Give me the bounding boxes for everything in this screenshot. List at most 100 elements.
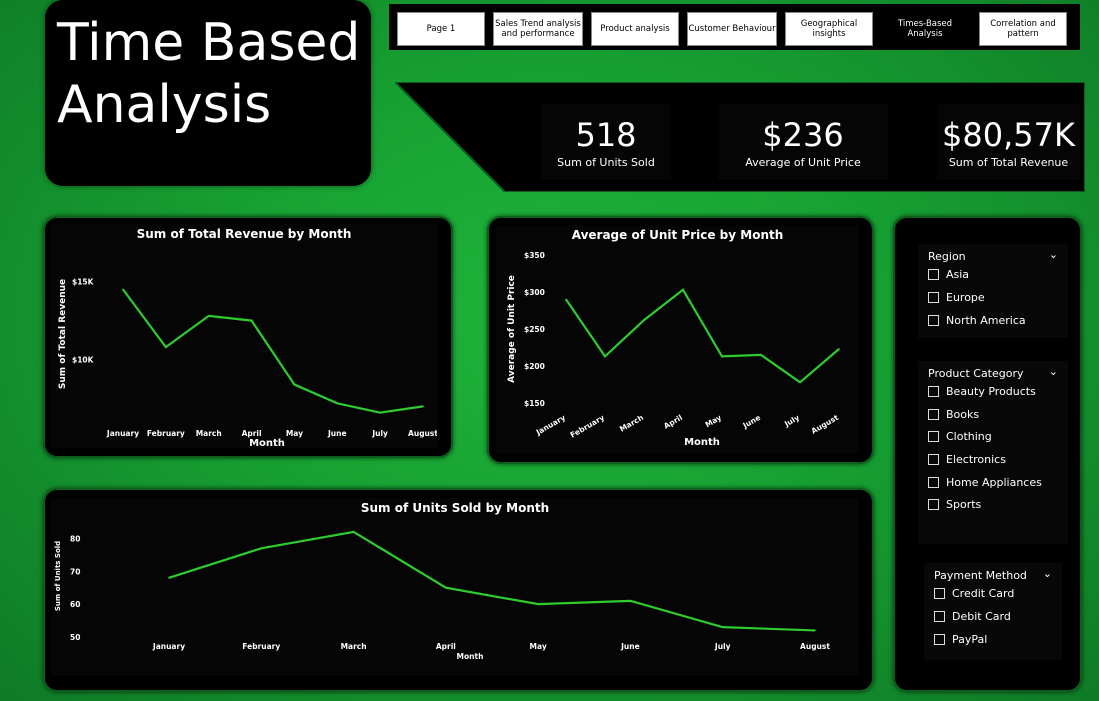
x-tick-label: July [714, 642, 731, 651]
data-point [682, 288, 684, 291]
x-tick-label: August [800, 642, 830, 651]
x-tick-label: July [782, 413, 801, 429]
series-line [168, 530, 816, 632]
data-point [207, 315, 210, 317]
kpi-label: Average of Unit Price [745, 155, 861, 169]
x-axis-title: Month [684, 437, 720, 448]
kpi-total-revenue: $80,57K Sum of Total Revenue [937, 104, 1080, 180]
data-point [165, 346, 167, 348]
data-point [336, 402, 339, 405]
data-point [721, 355, 723, 358]
tab-sales-trend[interactable]: Sales Trend analysis and performance [493, 12, 583, 46]
data-point [122, 288, 124, 291]
slicer-title: Region [928, 250, 966, 263]
x-tick-label: July [371, 429, 388, 438]
checkbox[interactable] [934, 634, 945, 645]
y-tick-label: $150 [524, 399, 545, 408]
kpi-value: 518 [575, 115, 637, 154]
slicer-option-north-america[interactable]: North America [928, 314, 1026, 327]
x-tick-label: April [662, 413, 684, 431]
data-point [799, 381, 801, 384]
tab-geographical-insights[interactable]: Geographical insights [785, 12, 873, 46]
tab-customer-behaviour[interactable]: Customer Behaviour [687, 12, 777, 46]
y-axis-title: Average of Unit Price [507, 275, 517, 383]
y-tick-label: $250 [524, 325, 545, 334]
data-point [604, 355, 606, 358]
filter-panel: Region ⌄ Asia Europe North America Produ… [893, 216, 1082, 692]
x-tick-label: February [147, 429, 185, 438]
x-tick-label: May [530, 642, 547, 651]
checkbox[interactable] [934, 611, 945, 622]
data-point [445, 586, 447, 589]
region-slicer: Region ⌄ Asia Europe North America [918, 244, 1068, 338]
tab-correlation-pattern[interactable]: Correlation and pattern [979, 12, 1067, 46]
slicer-option-sports[interactable]: Sports [928, 498, 981, 511]
slicer-option-europe[interactable]: Europe [928, 291, 985, 304]
y-tick-label: 50 [70, 633, 80, 642]
tab-time-based-analysis[interactable]: Times-Based Analysis [881, 12, 969, 46]
x-tick-label: May [286, 429, 303, 438]
slicer-title: Product Category [928, 367, 1024, 380]
payment-method-slicer: Payment Method ⌄ Credit Card Debit Card … [924, 563, 1062, 660]
tab-page-1[interactable]: Page 1 [397, 12, 485, 46]
kpi-units-sold: 518 Sum of Units Sold [541, 104, 671, 180]
y-tick-label: $350 [524, 251, 545, 260]
data-point [537, 603, 539, 605]
checkbox[interactable] [928, 431, 939, 442]
checkbox[interactable] [928, 292, 939, 303]
data-point [168, 577, 170, 579]
x-tick-label: February [569, 413, 606, 440]
y-axis-title: Sum of Units Sold [54, 541, 62, 611]
x-tick-label: August [810, 413, 841, 436]
revenue-chart-panel: Sum of Total Revenue by Month $15K $10K Ja… [43, 216, 453, 458]
slicer-option-paypal[interactable]: PayPal [934, 633, 987, 646]
tab-product-analysis[interactable]: Product analysis [591, 12, 679, 46]
y-tick-label: 60 [70, 600, 80, 609]
checkbox[interactable] [928, 499, 939, 510]
data-point [379, 411, 381, 414]
chevron-down-icon[interactable]: ⌄ [1048, 248, 1058, 261]
x-tick-label: April [242, 429, 262, 438]
slicer-option-clothing[interactable]: Clothing [928, 430, 992, 443]
slicer-option-credit-card[interactable]: Credit Card [934, 587, 1014, 600]
slicer-title: Payment Method [934, 569, 1027, 582]
checkbox[interactable] [928, 269, 939, 280]
x-tick-label: June [741, 413, 762, 431]
unit-price-chart-panel: Average of Unit Price by Month $350 $300 $… [487, 216, 874, 464]
page-title: Time Based Analysis [57, 13, 361, 135]
slicer-option-beauty-products[interactable]: Beauty Products [928, 385, 1036, 398]
slicer-option-debit-card[interactable]: Debit Card [934, 610, 1011, 623]
kpi-value: $80,57K [942, 115, 1075, 154]
chart-title: Average of Unit Price by Month [571, 228, 784, 242]
revenue-line-chart: $15K $10K January February March April May June… [58, 278, 437, 448]
x-tick-label: March [618, 413, 645, 434]
chevron-down-icon[interactable]: ⌄ [1042, 567, 1052, 580]
y-tick-label: $200 [524, 362, 545, 371]
slicer-option-asia[interactable]: Asia [928, 268, 969, 281]
units-sold-chart-panel: Sum of Units Sold by Month 80 70 60 50 Janua… [43, 488, 874, 692]
checkbox[interactable] [928, 454, 939, 465]
x-tick-label: January [152, 642, 185, 651]
data-point [760, 354, 762, 356]
checkbox[interactable] [928, 315, 939, 326]
data-point [250, 319, 253, 322]
data-point [352, 531, 355, 533]
checkbox[interactable] [928, 477, 939, 488]
slicer-option-home-appliances[interactable]: Home Appliances [928, 476, 1042, 489]
x-tick-label: June [620, 642, 640, 651]
checkbox[interactable] [928, 386, 939, 397]
slicer-option-books[interactable]: Books [928, 408, 979, 421]
x-tick-label: June [327, 429, 347, 438]
y-tick-label: $15K [72, 278, 95, 287]
x-tick-label: May [704, 413, 723, 429]
kpi-unit-price: $236 Average of Unit Price [718, 104, 888, 180]
y-tick-label: 70 [70, 567, 80, 576]
chevron-down-icon[interactable]: ⌄ [1048, 365, 1058, 378]
data-point [260, 547, 263, 550]
checkbox[interactable] [928, 409, 939, 420]
checkbox[interactable] [934, 588, 945, 599]
x-axis-title: Month [249, 438, 285, 448]
slicer-option-electronics[interactable]: Electronics [928, 453, 1006, 466]
x-tick-label: January [534, 413, 567, 437]
y-tick-label: $10K [72, 356, 95, 365]
